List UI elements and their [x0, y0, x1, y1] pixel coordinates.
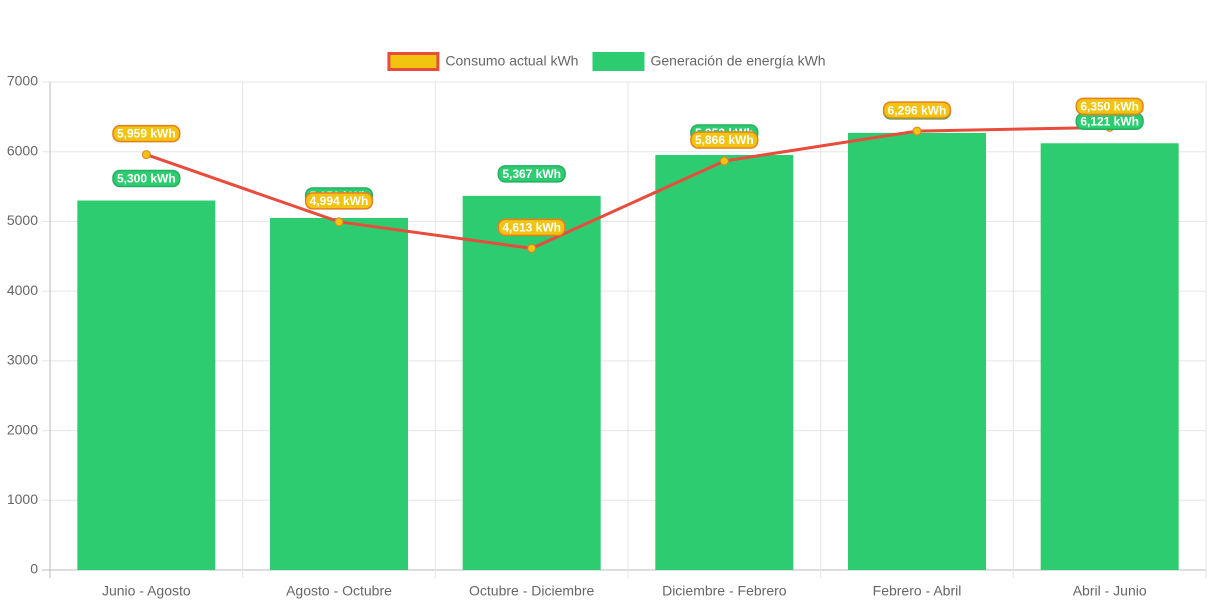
y-tick-label: 4000 [7, 282, 38, 298]
bar [77, 200, 216, 570]
value-label: 4,994 kWh [304, 192, 374, 210]
legend: Consumo actual kWh Generación de energía … [387, 52, 826, 71]
value-label-box [690, 131, 759, 149]
value-label: 6,121 kWh [1075, 112, 1144, 131]
value-label-box [882, 101, 952, 119]
value-label: 6,350 kWh [1075, 97, 1144, 116]
line [145, 125, 1110, 250]
value-label-text: 5,300 kWh [117, 172, 176, 186]
value-label-box [304, 192, 374, 210]
y-tick-label: 7000 [7, 73, 38, 89]
legend-label: Consumo actual kWh [445, 53, 578, 69]
legend-label: Generación de energía kWh [650, 53, 825, 69]
value-label: 5,959 kWh [112, 124, 181, 143]
bar [1040, 143, 1179, 570]
point [719, 156, 729, 166]
legend-item: Generación de energía kWh [592, 52, 826, 71]
value-label-text: 6,350 kWh [1080, 99, 1139, 113]
value-label-text: 5,866 kWh [695, 133, 754, 147]
y-tick-label: 6000 [7, 142, 38, 158]
x-tick-label: Octubre - Diciembre [469, 583, 594, 599]
y-tick-label: 3000 [7, 352, 38, 368]
bar [462, 195, 601, 570]
bar [270, 217, 408, 570]
value-label-text: 6,296 kWh [888, 103, 947, 117]
y-tick-label: 2000 [7, 421, 38, 437]
legend-swatch [387, 52, 440, 71]
value-label-text: 4,613 kWh [502, 221, 561, 235]
value-label-box [1075, 97, 1144, 116]
value-label-text: 5,959 kWh [117, 127, 176, 141]
point [334, 217, 344, 227]
x-tick-label: Agosto - Octubre [286, 583, 392, 599]
y-tick-label: 5000 [7, 212, 38, 228]
x-tick-label: Junio - Agosto [102, 583, 191, 599]
x-tick-label: Febrero - Abril [873, 583, 962, 599]
value-label: 5,866 kWh [690, 131, 759, 149]
bar [848, 132, 986, 571]
value-label-box [497, 218, 566, 237]
y-tick-label: 1000 [7, 491, 38, 507]
value-label: 6,296 kWh [882, 101, 952, 119]
value-label-text: 5,367 kWh [502, 167, 561, 181]
value-label: 4,613 kWh [497, 218, 566, 237]
value-label: 5,300 kWh [112, 169, 181, 188]
value-label: 5,367 kWh [497, 165, 566, 183]
value-label-text: 6,121 kWh [1080, 114, 1139, 128]
x-tick-label: Abril - Junio [1073, 583, 1147, 599]
y-tick-label: 0 [30, 561, 38, 577]
point [912, 126, 922, 136]
x-tick-label: Diciembre - Febrero [662, 583, 787, 599]
value-label-box [112, 169, 181, 188]
value-label-box [497, 165, 566, 183]
value-label-box [112, 124, 181, 143]
point [527, 243, 537, 253]
point [141, 150, 151, 160]
value-label-text: 4,994 kWh [310, 194, 369, 208]
legend-item: Consumo actual kWh [387, 52, 578, 71]
legend-swatch [592, 52, 645, 71]
bar [655, 154, 794, 571]
